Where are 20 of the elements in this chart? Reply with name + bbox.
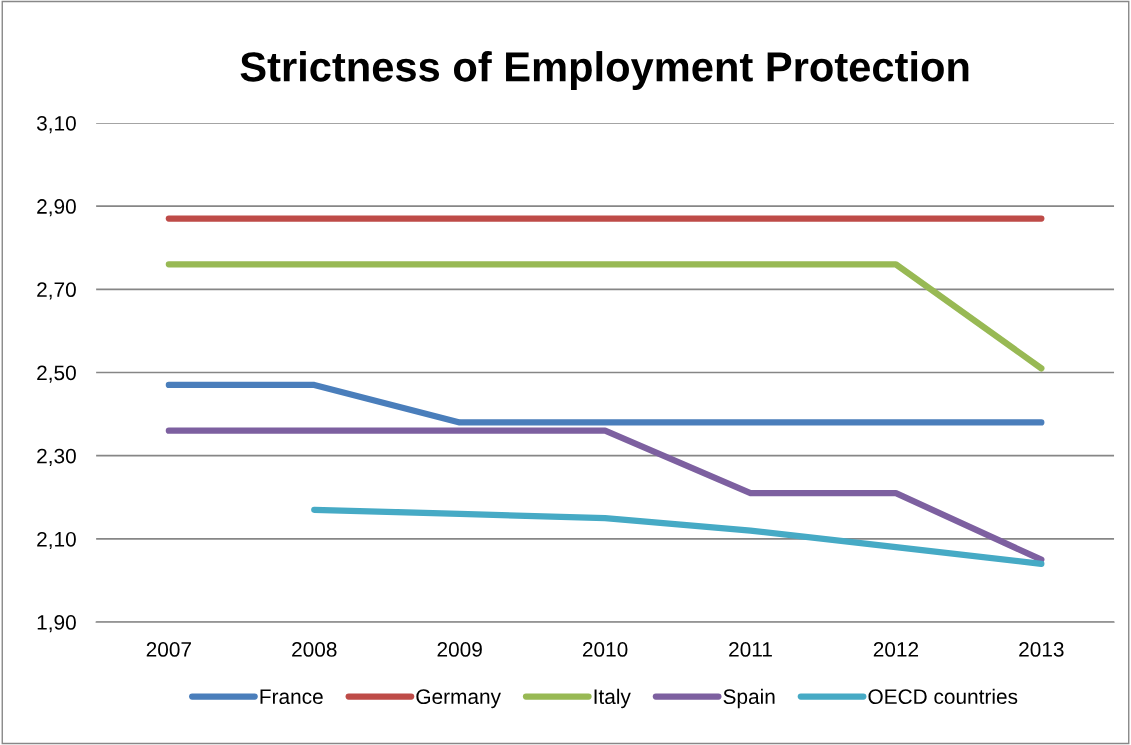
legend-label: Spain <box>723 688 775 709</box>
x-tick-label: 2008 <box>292 642 337 657</box>
y-tick-label: 2,90 <box>37 199 76 217</box>
x-tick-label: 2011 <box>729 642 772 657</box>
legend-label: France <box>260 689 323 705</box>
y-tick-label: 2,10 <box>37 531 76 550</box>
y-tick-label: 1,90 <box>37 615 76 633</box>
y-tick-label: 3,10 <box>36 115 76 134</box>
legend-label: Italy <box>594 688 631 709</box>
y-tick-label: 2,30 <box>37 448 76 466</box>
legend-label: OECD countries <box>868 688 1018 705</box>
x-tick-label: 2013 <box>1019 642 1064 657</box>
x-tick-label: 2010 <box>582 642 628 657</box>
y-tick-label: 2,70 <box>37 282 76 300</box>
x-tick-label: 2009 <box>437 642 482 657</box>
x-tick-label: 2012 <box>873 642 919 657</box>
chart-title: Strictness of Employment Protection <box>240 51 969 90</box>
x-tick-label: 2007 <box>146 642 191 657</box>
y-tick-label: 2,50 <box>37 365 76 383</box>
legend-label: Germany <box>416 689 501 709</box>
